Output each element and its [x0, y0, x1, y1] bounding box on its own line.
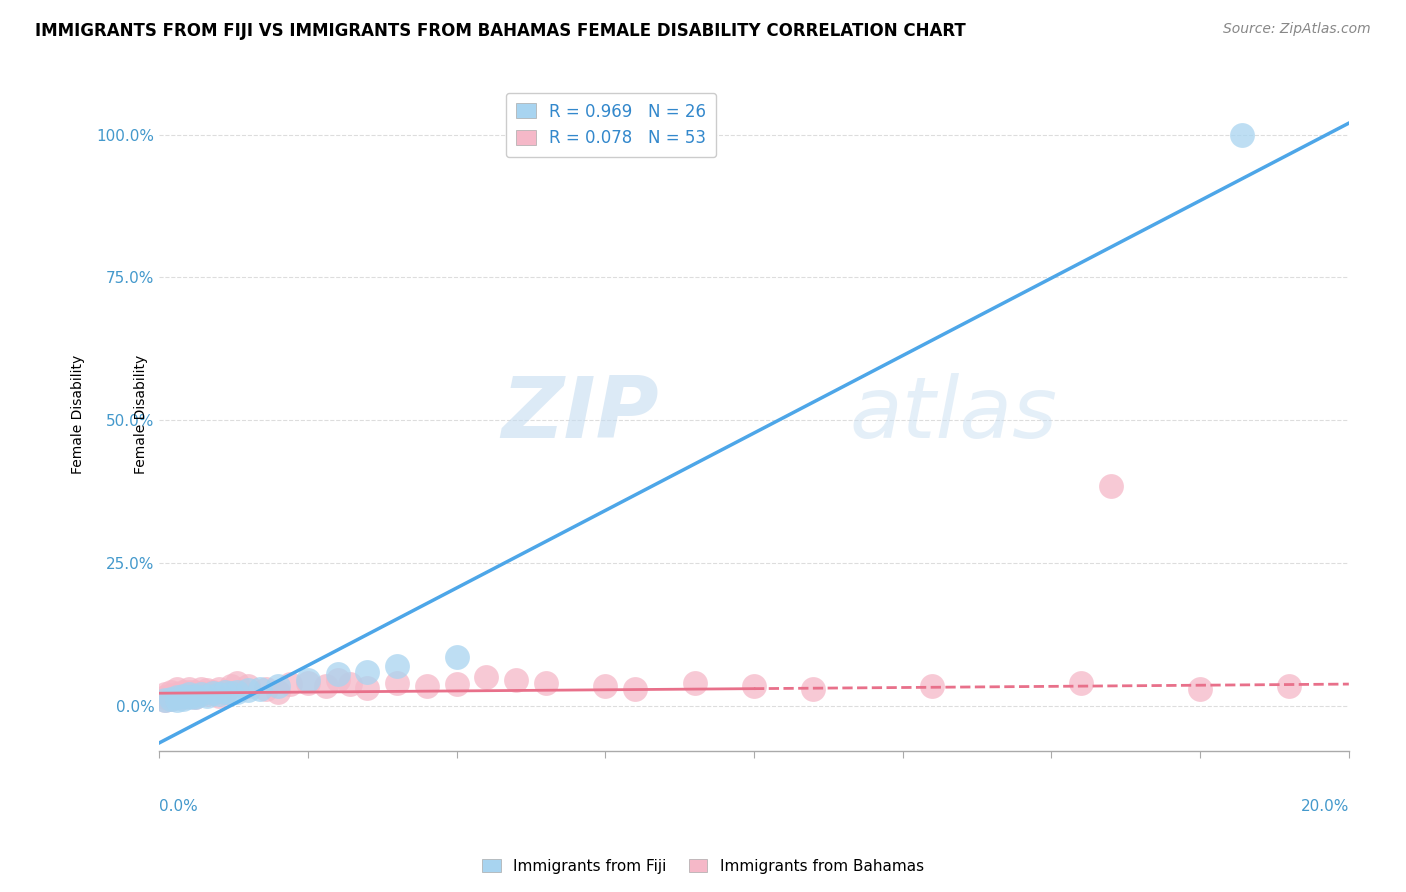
- Point: [356, 665, 378, 679]
- Point: [446, 650, 468, 665]
- Point: [190, 686, 212, 700]
- Point: [172, 689, 194, 703]
- Point: [385, 658, 408, 673]
- Point: [172, 687, 194, 701]
- Point: [595, 679, 617, 693]
- Point: [475, 670, 498, 684]
- Point: [297, 673, 319, 687]
- Point: [267, 679, 290, 693]
- Point: [238, 682, 260, 697]
- Point: [166, 693, 188, 707]
- Point: [416, 679, 439, 693]
- Point: [742, 679, 765, 693]
- Point: [326, 673, 349, 687]
- Point: [166, 690, 188, 705]
- Text: IMMIGRANTS FROM FIJI VS IMMIGRANTS FROM BAHAMAS FEMALE DISABILITY CORRELATION CH: IMMIGRANTS FROM FIJI VS IMMIGRANTS FROM …: [35, 22, 966, 40]
- Point: [172, 684, 194, 698]
- Point: [172, 692, 194, 706]
- Point: [201, 684, 224, 698]
- Point: [195, 689, 218, 703]
- Point: [225, 684, 247, 698]
- Point: [184, 684, 207, 698]
- Point: [153, 693, 176, 707]
- Point: [177, 684, 200, 698]
- Point: [219, 679, 242, 693]
- Point: [184, 690, 207, 705]
- Point: [505, 673, 527, 687]
- Point: [339, 677, 361, 691]
- Point: [254, 681, 277, 696]
- Point: [184, 689, 207, 703]
- Text: Source: ZipAtlas.com: Source: ZipAtlas.com: [1223, 22, 1371, 37]
- Point: [315, 679, 337, 693]
- Point: [208, 689, 231, 703]
- Point: [177, 690, 200, 705]
- Point: [225, 676, 247, 690]
- Point: [446, 677, 468, 691]
- Point: [195, 687, 218, 701]
- Point: [166, 681, 188, 696]
- Point: [172, 690, 194, 705]
- Point: [534, 676, 557, 690]
- Point: [238, 679, 260, 693]
- Point: [1230, 128, 1253, 142]
- Text: 0.0%: 0.0%: [159, 798, 198, 814]
- Point: [201, 686, 224, 700]
- Point: [1189, 681, 1212, 696]
- Point: [803, 681, 825, 696]
- Point: [326, 667, 349, 681]
- Point: [190, 681, 212, 696]
- Point: [166, 687, 188, 701]
- Point: [195, 682, 218, 697]
- Point: [278, 677, 301, 691]
- Point: [1278, 679, 1301, 693]
- Y-axis label: Female Disability: Female Disability: [72, 355, 86, 474]
- Point: [297, 676, 319, 690]
- Text: 20.0%: 20.0%: [1301, 798, 1348, 814]
- Point: [921, 679, 943, 693]
- Point: [177, 687, 200, 701]
- Point: [385, 676, 408, 690]
- Point: [177, 689, 200, 703]
- Legend: Immigrants from Fiji, Immigrants from Bahamas: Immigrants from Fiji, Immigrants from Ba…: [477, 853, 929, 880]
- Point: [190, 687, 212, 701]
- Point: [267, 684, 290, 698]
- Point: [208, 687, 231, 701]
- Point: [166, 690, 188, 705]
- Point: [153, 687, 176, 701]
- Text: atlas: atlas: [849, 373, 1057, 456]
- Point: [177, 681, 200, 696]
- Point: [160, 692, 183, 706]
- Point: [160, 684, 183, 698]
- Y-axis label: Female Disability: Female Disability: [134, 355, 148, 474]
- Point: [1070, 676, 1092, 690]
- Point: [624, 681, 647, 696]
- Point: [1099, 479, 1122, 493]
- Point: [184, 690, 207, 705]
- Point: [160, 692, 183, 706]
- Point: [214, 684, 236, 698]
- Point: [208, 681, 231, 696]
- Point: [214, 684, 236, 698]
- Point: [153, 693, 176, 707]
- Point: [153, 690, 176, 705]
- Point: [160, 689, 183, 703]
- Point: [219, 686, 242, 700]
- Legend: R = 0.969   N = 26, R = 0.078   N = 53: R = 0.969 N = 26, R = 0.078 N = 53: [506, 93, 717, 157]
- Point: [184, 687, 207, 701]
- Point: [249, 681, 271, 696]
- Text: ZIP: ZIP: [501, 373, 659, 456]
- Point: [356, 681, 378, 695]
- Point: [683, 676, 706, 690]
